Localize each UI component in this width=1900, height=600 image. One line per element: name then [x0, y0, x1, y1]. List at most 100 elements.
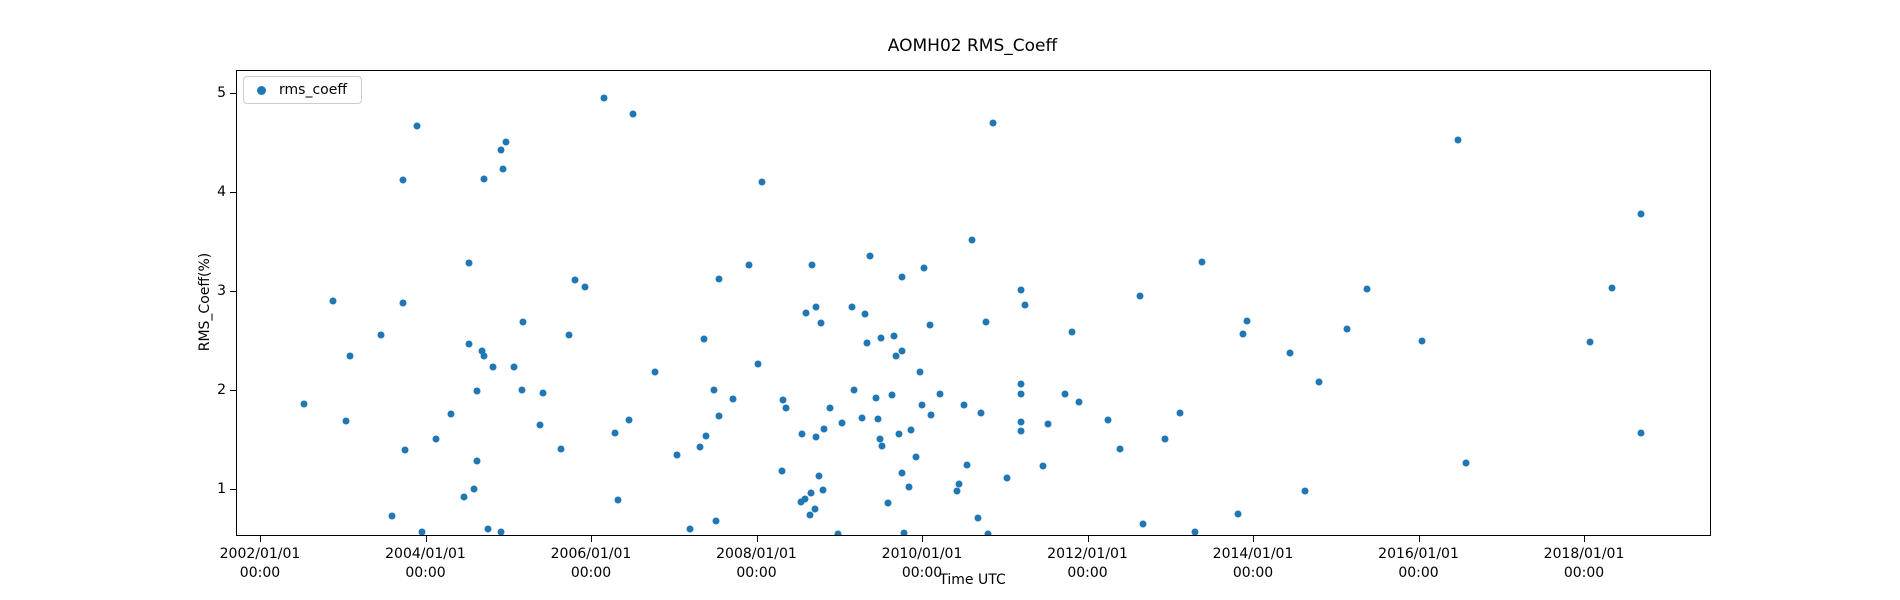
data-point: [581, 283, 589, 291]
data-point: [826, 404, 834, 412]
data-point: [953, 487, 961, 495]
data-point: [817, 319, 825, 327]
data-point: [651, 368, 659, 376]
data-point: [798, 430, 806, 438]
data-point: [960, 401, 968, 409]
data-point: [806, 511, 814, 519]
legend-entry-label: rms_coeff: [279, 82, 347, 98]
data-point: [984, 530, 992, 535]
data-point: [819, 486, 827, 494]
data-point: [1104, 416, 1112, 424]
data-point: [812, 433, 820, 441]
data-point: [413, 122, 421, 130]
data-point: [905, 483, 913, 491]
data-point: [702, 432, 710, 440]
data-point: [877, 334, 885, 342]
data-point: [797, 498, 805, 506]
data-point: [916, 368, 924, 376]
data-point: [1017, 427, 1025, 435]
data-point: [977, 409, 985, 417]
data-point: [861, 310, 869, 318]
y-axis-label: RMS_Coeff(%): [197, 252, 213, 352]
data-point: [884, 499, 892, 507]
data-point: [858, 414, 866, 422]
legend-marker-icon: [257, 85, 266, 95]
data-point: [470, 485, 478, 493]
x-tick-mark: [922, 536, 924, 542]
data-point: [872, 394, 880, 402]
data-point: [963, 461, 971, 469]
y-tick-label: 3: [217, 283, 226, 300]
data-point: [473, 387, 481, 395]
data-point: [536, 421, 544, 429]
data-point: [1343, 325, 1351, 333]
x-tick-mark: [591, 536, 592, 542]
data-point: [895, 430, 903, 438]
data-point: [907, 426, 915, 434]
data-point: [557, 445, 565, 453]
x-tick-label: 2004/01/01 00:00: [385, 546, 466, 581]
data-point: [377, 331, 385, 339]
data-point: [927, 411, 935, 419]
x-tick-label: 2002/01/01 00:00: [219, 546, 301, 581]
data-point: [497, 146, 505, 154]
data-point: [1003, 474, 1011, 482]
data-point: [898, 273, 905, 281]
data-point: [473, 457, 481, 465]
data-point: [399, 176, 407, 184]
data-point: [611, 429, 619, 437]
data-point: [539, 389, 547, 397]
data-point: [758, 178, 766, 186]
data-point: [850, 386, 857, 394]
data-point: [715, 412, 723, 420]
data-point: [989, 119, 997, 127]
data-point: [1363, 285, 1371, 293]
data-point: [510, 363, 518, 371]
data-point: [807, 489, 815, 497]
data-point: [1075, 398, 1083, 406]
data-point: [1462, 459, 1470, 467]
data-point: [926, 321, 934, 329]
y-tick-mark: [230, 192, 236, 194]
data-point: [565, 331, 573, 339]
data-point: [1243, 317, 1251, 325]
data-point: [874, 415, 882, 423]
data-point: [1044, 420, 1052, 428]
x-tick-label: 2014/01/01 00:00: [1212, 546, 1294, 581]
data-point: [519, 318, 527, 326]
x-tick-label: 2018/01/01 00:00: [1543, 546, 1625, 581]
data-point: [968, 236, 976, 244]
data-point: [418, 528, 426, 535]
data-point: [465, 259, 473, 267]
data-point: [1021, 301, 1029, 309]
data-point: [729, 395, 737, 403]
data-point: [346, 352, 354, 359]
data-point: [848, 303, 856, 311]
data-point: [329, 297, 337, 305]
y-tick-label: 2: [217, 382, 226, 399]
data-point: [892, 352, 900, 359]
data-point: [801, 495, 809, 503]
data-point: [1239, 330, 1247, 338]
data-point: [1234, 510, 1242, 518]
data-point: [696, 443, 704, 451]
x-tick-label: 2010/01/01 00:00: [881, 546, 963, 581]
data-point: [808, 261, 816, 269]
data-point: [912, 453, 920, 461]
data-point: [499, 165, 507, 173]
data-point: [300, 400, 308, 408]
data-point: [1637, 210, 1645, 218]
data-point: [1116, 445, 1124, 453]
data-point: [1198, 258, 1206, 266]
x-axis-label: Time UTC: [939, 572, 1006, 588]
data-point: [878, 442, 886, 450]
data-point: [614, 496, 622, 504]
data-point: [1608, 284, 1616, 292]
data-point: [478, 347, 486, 355]
data-point: [1139, 520, 1147, 528]
y-tick-label: 1: [217, 481, 226, 497]
data-point: [484, 525, 492, 533]
data-point: [432, 435, 440, 443]
data-point: [1315, 378, 1323, 386]
